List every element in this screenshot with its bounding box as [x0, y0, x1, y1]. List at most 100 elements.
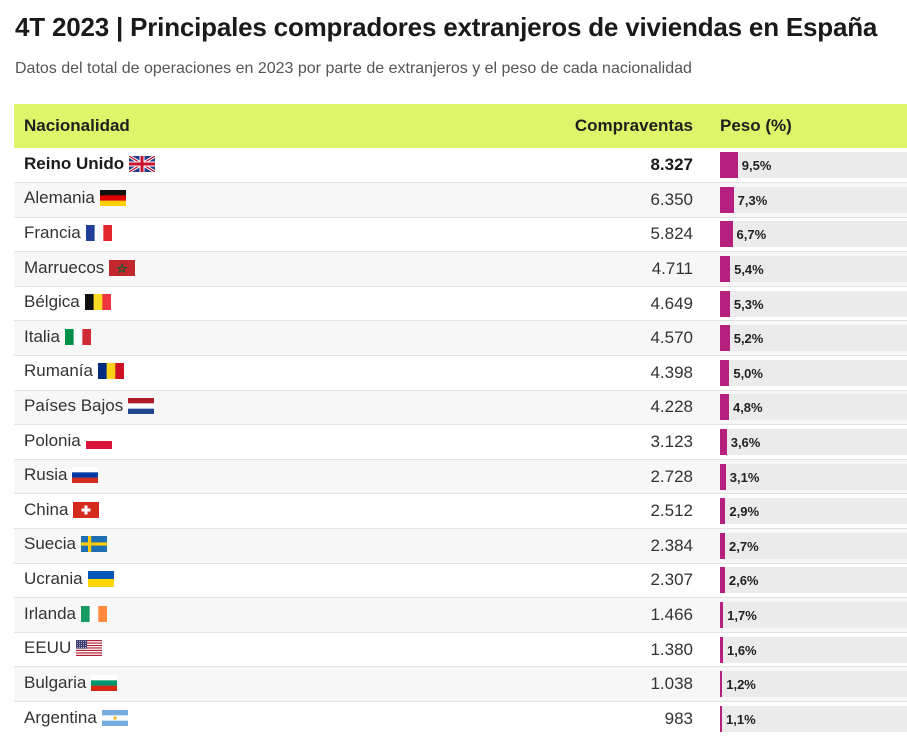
weight-bar-track: 2,9%: [720, 498, 907, 525]
table-row: Ucrania 2.307 2,6%: [14, 563, 907, 598]
morocco-flag-icon: [109, 259, 136, 281]
weight-label: 5,4%: [734, 262, 764, 278]
country-cell: Bulgaria: [14, 667, 434, 702]
country-cell: Francia: [14, 217, 434, 252]
weight-bar: [720, 429, 727, 456]
table-row: Polonia 3.123 3,6%: [14, 424, 907, 460]
weight-label: 5,0%: [733, 365, 763, 381]
germany-flag-icon: [99, 190, 126, 211]
country-cell: Ucrania: [14, 563, 434, 598]
table-row: Rumanía 4.398 5,0%: [14, 355, 907, 391]
weight-label: 1,7%: [727, 608, 757, 624]
sales-value: 1.038: [650, 674, 693, 694]
weight-bar: [720, 602, 724, 629]
country-cell: Alemania: [14, 183, 434, 218]
switzerland-flag-icon: [73, 501, 100, 523]
country-cell: Argentina: [14, 702, 434, 737]
weight-label: 7,3%: [737, 192, 768, 208]
weight-bar-track: 1,7%: [720, 602, 907, 629]
table-row: Bulgaria 1.038 1,2%: [14, 666, 907, 702]
weight-bar: [720, 290, 730, 317]
weight-bar-track: 3,1%: [720, 463, 907, 490]
weight-cell: 5,2%: [720, 321, 907, 356]
chart-subtitle: Datos del total de operaciones en 2023 p…: [15, 60, 692, 77]
italy-flag-icon: [64, 328, 92, 350]
country-name: Irlanda: [24, 603, 76, 623]
weight-cell: 2,9%: [720, 494, 907, 529]
table-row: Alemania 6.350 7,3%: [14, 182, 907, 218]
weight-bar: [720, 706, 723, 733]
country-cell: Marruecos: [14, 252, 434, 287]
column-header-nationality[interactable]: Nacionalidad: [24, 116, 130, 135]
ukraine-flag-icon: [87, 570, 114, 592]
table-body: Reino Unido 8.327 9,5% Alemania 6.350 7,3% Fra…: [14, 148, 907, 737]
weight-bar: [720, 152, 738, 179]
sales-value: 4.711: [651, 259, 693, 279]
weight-bar-track: 1,6%: [720, 636, 907, 663]
france-flag-icon: [85, 224, 112, 246]
column-header-sales[interactable]: Compraventas: [574, 116, 693, 135]
country-name: Rumanía: [24, 361, 93, 381]
weight-bar-track: 4,8%: [720, 394, 907, 421]
sales-value: 983: [664, 709, 693, 729]
bulgaria-flag-icon: [91, 674, 118, 696]
weight-bar-track: 5,0%: [720, 359, 907, 386]
usa-flag-icon: [76, 640, 103, 661]
weight-label: 1,6%: [726, 642, 757, 658]
weight-bar: [720, 221, 733, 248]
weight-bar-track: 6,7%: [720, 221, 907, 248]
country-name: Alemania: [24, 188, 95, 208]
country-cell: Italia: [14, 321, 434, 356]
weight-label: 1,1%: [726, 712, 756, 728]
sales-value: 6.350: [650, 189, 693, 209]
country-cell: Irlanda: [14, 598, 434, 633]
weight-label: 2,9%: [729, 504, 760, 520]
weight-bar-track: 2,7%: [720, 532, 907, 559]
argentina-flag-icon: [101, 709, 128, 731]
sales-value: 4.570: [650, 328, 693, 348]
weight-label: 5,2%: [733, 331, 764, 347]
column-header-weight[interactable]: Peso (%): [720, 116, 792, 135]
sales-value: 5.824: [650, 224, 693, 244]
table-row: China 2.512 2,9%: [14, 493, 907, 529]
weight-bar-track: 1,1%: [720, 706, 907, 733]
uk-flag-icon: [128, 154, 156, 177]
country-name: Marruecos: [24, 257, 105, 277]
table-row: Marruecos 4.711 5,4%: [14, 251, 907, 287]
country-name: Francia: [24, 222, 81, 242]
country-name: China: [24, 499, 69, 519]
country-cell: Bélgica: [14, 286, 434, 321]
netherlands-flag-icon: [128, 397, 155, 419]
table-row: Bélgica 4.649 5,3%: [14, 286, 907, 321]
country-cell: Polonia: [14, 425, 434, 460]
weight-bar: [720, 463, 726, 490]
country-name: Rusia: [24, 465, 68, 485]
weight-label: 1,2%: [726, 677, 756, 693]
country-cell: EEUU: [14, 632, 434, 667]
table-row: Rusia 2.728 3,1%: [14, 459, 907, 494]
weight-bar-track: 1,2%: [720, 671, 907, 698]
table-row: Francia 5.824 6,7%: [14, 217, 907, 252]
sales-value: 2.728: [650, 466, 693, 486]
weight-bar-track: 5,3%: [720, 290, 907, 317]
weight-label: 3,6%: [730, 435, 761, 451]
weight-bar-track: 5,2%: [720, 325, 907, 352]
weight-cell: 3,1%: [720, 459, 907, 494]
ireland-flag-icon: [80, 605, 108, 627]
weight-bar: [720, 394, 729, 421]
weight-bar: [720, 532, 726, 559]
country-name: Bélgica: [24, 292, 80, 312]
sales-value: 2.307: [650, 570, 693, 590]
weight-bar-track: 3,6%: [720, 429, 907, 456]
weight-label: 6,7%: [736, 227, 767, 243]
sales-value: 1.380: [650, 639, 693, 659]
table-row: Irlanda 1.466 1,7%: [14, 597, 907, 633]
weight-bar: [720, 636, 723, 663]
belgium-flag-icon: [84, 294, 111, 315]
weight-label: 9,5%: [741, 158, 772, 174]
weight-cell: 1,7%: [720, 598, 907, 633]
weight-bar: [720, 186, 734, 213]
weight-bar: [720, 671, 723, 698]
weight-bar: [720, 325, 730, 352]
country-name: Suecia: [24, 534, 76, 554]
